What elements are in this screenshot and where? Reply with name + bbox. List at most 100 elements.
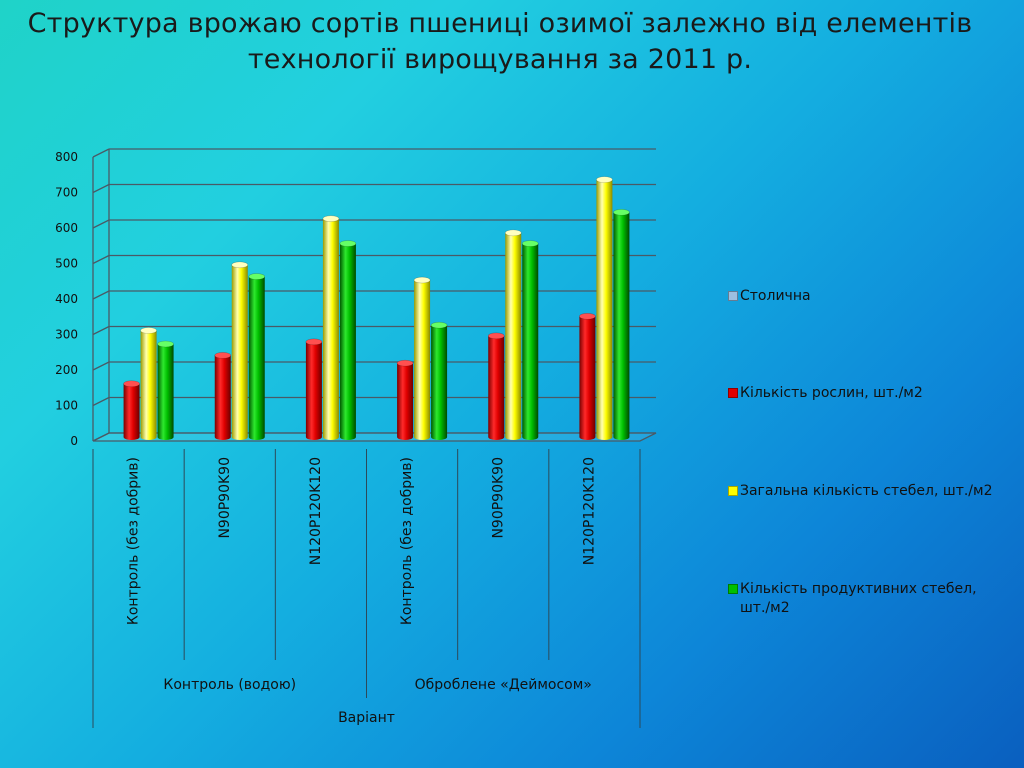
bar-top	[487, 332, 505, 340]
legend-swatch	[728, 486, 738, 496]
x-category-label: N90P90K90	[217, 457, 233, 539]
bar	[579, 312, 596, 440]
x-category-label: Контроль (без добрив)	[126, 457, 142, 625]
bar	[521, 240, 539, 440]
bar-top	[231, 261, 249, 269]
bar-top	[214, 352, 232, 359]
bar	[487, 332, 505, 440]
bar-body	[488, 335, 505, 440]
x-category-label: N90P90K90	[490, 457, 506, 539]
gridline-depth	[92, 325, 110, 336]
x-category-label: N120P120K120	[308, 457, 324, 565]
bar-top	[579, 312, 596, 320]
x-category-label: Контроль (без добрив)	[399, 457, 415, 625]
bars	[123, 176, 630, 440]
bar-body	[397, 363, 414, 440]
bar-body	[414, 280, 431, 440]
gridline-depth	[92, 219, 110, 229]
bar-body	[214, 355, 231, 440]
y-tick-label: 0	[70, 434, 78, 448]
bar-top	[596, 176, 613, 183]
bar	[231, 261, 249, 440]
bar-body	[157, 343, 174, 440]
bar-body	[505, 232, 522, 440]
bar-body	[596, 179, 613, 440]
bar	[596, 176, 613, 440]
gridline-depth	[92, 396, 110, 407]
bar-body	[613, 212, 630, 440]
bar	[123, 380, 140, 440]
bar-body	[248, 276, 265, 440]
y-tick-label: 400	[55, 292, 78, 306]
legend-swatch	[728, 388, 738, 398]
bar-top	[248, 273, 266, 280]
bar-top	[396, 359, 414, 367]
legend-swatch	[728, 584, 738, 594]
bar-top	[322, 215, 340, 222]
legend-label: Кількість продуктивних стебел, шт./м2	[740, 581, 977, 616]
bar	[339, 240, 357, 440]
bar-body	[123, 383, 140, 440]
bar-body	[522, 243, 539, 440]
bar-body	[579, 316, 596, 440]
y-tick-label: 700	[55, 186, 78, 200]
legend-swatch	[728, 291, 738, 301]
bar	[413, 276, 431, 440]
legend-item: Кількість рослин, шт./м2	[726, 384, 1006, 403]
bar-top	[123, 380, 140, 388]
bar-top	[157, 340, 174, 348]
bar	[305, 338, 323, 440]
legend-item: Кількість продуктивних стебел, шт./м2	[726, 580, 1006, 618]
chart-title-line-2: технології вирощування за 2011 р.	[247, 44, 753, 75]
bar	[430, 321, 448, 440]
y-tick-label: 500	[55, 257, 78, 271]
chart-title-line-1: Структура врожаю сортів пшениці озимої з…	[27, 8, 973, 39]
bar	[248, 273, 266, 440]
bar-top	[339, 240, 357, 247]
y-tick-label: 800	[55, 150, 78, 164]
bar-top	[504, 229, 522, 237]
y-axis-tick-labels: 0 100 200 300 400 500 600 700 800	[55, 150, 78, 448]
bar	[140, 327, 157, 440]
gridline-depth	[92, 254, 110, 265]
bar-top	[140, 327, 157, 334]
y-tick-label: 100	[55, 399, 78, 413]
bar	[157, 340, 174, 440]
bar-body	[140, 330, 157, 440]
gridlines	[92, 148, 657, 442]
bar-top	[521, 240, 539, 247]
bar-top	[613, 208, 630, 216]
gridline-depth	[92, 361, 110, 371]
bar	[613, 208, 630, 440]
x-axis-title: Варіант	[338, 710, 395, 726]
legend-item: Столична	[726, 287, 1006, 306]
bar	[214, 352, 232, 440]
y-tick-label: 200	[55, 363, 78, 377]
bar-body	[339, 243, 356, 440]
bar-top	[430, 321, 448, 329]
bar-top	[305, 338, 323, 346]
legend-item: Загальна кількість стебел, шт./м2	[726, 482, 1006, 501]
x-group-label: Контроль (водою)	[163, 677, 296, 693]
x-axis-category-table: Контроль (без добрив) N90P90K90 N120P120K1…	[92, 449, 641, 728]
bar-body	[431, 325, 448, 440]
bar-body	[231, 264, 248, 440]
legend-label: Загальна кількість стебел, шт./м2	[740, 483, 993, 499]
chart-floor	[92, 432, 657, 442]
bar-body	[322, 218, 339, 440]
gridline-depth	[92, 183, 110, 194]
x-category-label: N120P120K120	[581, 457, 597, 565]
legend-label: Столична	[740, 288, 811, 304]
bar	[504, 229, 522, 440]
chart-title: Структура врожаю сортів пшениці озимої з…	[0, 6, 1000, 78]
gridline-depth	[92, 290, 110, 300]
bar-top	[413, 276, 431, 284]
legend: Столична Кількість рослин, шт./м2 Загальна…	[726, 0, 1016, 768]
y-tick-label: 600	[55, 221, 78, 235]
bar	[322, 215, 340, 440]
gridline-depth	[92, 148, 110, 158]
legend-label: Кількість рослин, шт./м2	[740, 385, 923, 401]
y-tick-label: 300	[55, 328, 78, 342]
bar	[396, 359, 414, 440]
